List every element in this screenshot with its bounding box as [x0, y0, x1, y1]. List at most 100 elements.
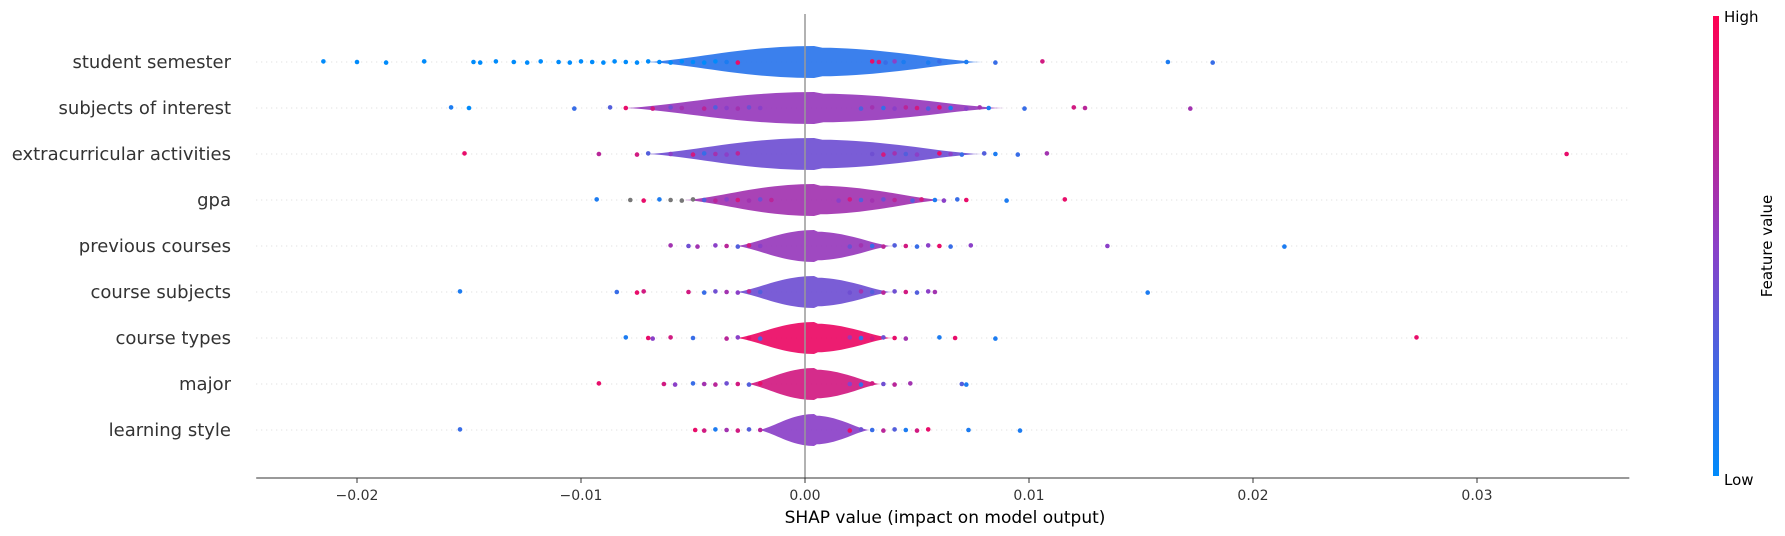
shap-point	[1004, 198, 1009, 203]
shap-point	[448, 105, 454, 110]
shap-point	[690, 197, 696, 202]
shap-point	[1015, 152, 1021, 157]
shap-point	[903, 105, 909, 110]
shap-point	[1188, 106, 1193, 111]
shap-point	[690, 152, 696, 157]
violin-shape	[735, 322, 893, 354]
shap-point	[964, 59, 969, 65]
shap-point	[1105, 243, 1110, 249]
colorbar-high-label: High	[1724, 8, 1758, 26]
shap-point	[713, 289, 718, 294]
shap-point	[746, 427, 752, 432]
shap-point	[1145, 290, 1150, 295]
shap-point	[596, 151, 602, 157]
shap-point	[836, 198, 841, 203]
shap-point	[903, 336, 909, 341]
shap-point	[964, 106, 969, 111]
shap-point	[869, 198, 875, 203]
shap-point	[881, 105, 886, 111]
shap-point	[757, 381, 763, 386]
shap-point	[869, 59, 875, 64]
shap-point	[869, 243, 875, 249]
shap-point	[735, 106, 741, 111]
shap-point	[932, 289, 938, 295]
shap-point	[881, 244, 886, 249]
shap-point	[641, 198, 646, 203]
shap-point	[966, 427, 971, 433]
feature-label: learning style	[109, 420, 231, 441]
shap-point	[735, 335, 741, 340]
shap-point	[701, 381, 707, 387]
shap-point	[538, 59, 543, 64]
violin-shape	[758, 414, 870, 446]
feature-label: course types	[116, 328, 231, 349]
shap-point	[628, 197, 633, 203]
shap-point	[847, 290, 853, 295]
shap-point	[690, 59, 696, 65]
violin-shape	[684, 184, 944, 216]
shap-point	[645, 151, 651, 156]
x-tick-label: −0.01	[560, 488, 603, 504]
shap-point	[641, 289, 646, 294]
shap-point	[668, 335, 673, 340]
shap-point	[634, 290, 640, 295]
shap-point	[925, 427, 931, 432]
shap-point	[735, 428, 741, 433]
shap-point	[634, 60, 640, 65]
shap-point	[567, 60, 573, 65]
shap-point	[724, 427, 729, 433]
feature-row: learning style	[109, 414, 1630, 446]
shap-point	[589, 59, 595, 65]
shap-point	[657, 59, 662, 65]
shap-point	[937, 59, 942, 64]
shap-point	[1017, 428, 1023, 433]
shap-point	[686, 289, 691, 295]
shap-point	[645, 59, 651, 64]
shap-point	[724, 336, 729, 341]
shap-point	[881, 152, 886, 157]
shap-point	[981, 151, 987, 156]
shap-point	[986, 105, 991, 111]
shap-point	[847, 428, 853, 433]
shap-point	[858, 335, 864, 341]
shap-point	[457, 427, 463, 432]
x-tick-label: 0.00	[789, 488, 820, 504]
shap-point	[925, 60, 931, 65]
shap-point	[692, 427, 698, 433]
shap-point	[903, 289, 909, 295]
shap-point	[892, 151, 897, 156]
shap-point	[572, 106, 577, 111]
shap-point	[686, 243, 691, 249]
shap-point	[955, 197, 960, 202]
shap-point	[908, 381, 913, 386]
violin-shape	[646, 138, 982, 170]
shap-point	[713, 59, 718, 64]
shap-point	[869, 427, 875, 433]
shap-point	[713, 427, 718, 432]
shap-point	[993, 60, 998, 65]
feature-label: student semester	[72, 52, 231, 73]
shap-point	[596, 381, 602, 386]
shap-point	[735, 151, 741, 156]
shap-point	[724, 243, 729, 249]
shap-point	[466, 105, 472, 111]
feature-label: extracurricular activities	[12, 144, 231, 165]
shap-point	[724, 197, 729, 202]
shap-point	[919, 197, 924, 202]
shap-point	[1040, 59, 1045, 64]
shap-point	[937, 151, 942, 156]
shap-point	[977, 105, 982, 110]
x-tick-label: 0.03	[1461, 488, 1492, 504]
shap-point	[892, 106, 897, 111]
shap-point	[668, 60, 673, 65]
shap-point	[757, 197, 763, 202]
x-axis-title: SHAP value (impact on model output)	[785, 508, 1106, 528]
shap-point	[1564, 151, 1569, 157]
shap-point	[757, 427, 763, 433]
shap-point	[578, 59, 584, 64]
feature-label: course subjects	[90, 282, 231, 303]
shap-point	[1062, 197, 1068, 202]
shap-point	[903, 427, 909, 433]
shap-point	[690, 335, 696, 341]
shap-point	[892, 197, 897, 203]
